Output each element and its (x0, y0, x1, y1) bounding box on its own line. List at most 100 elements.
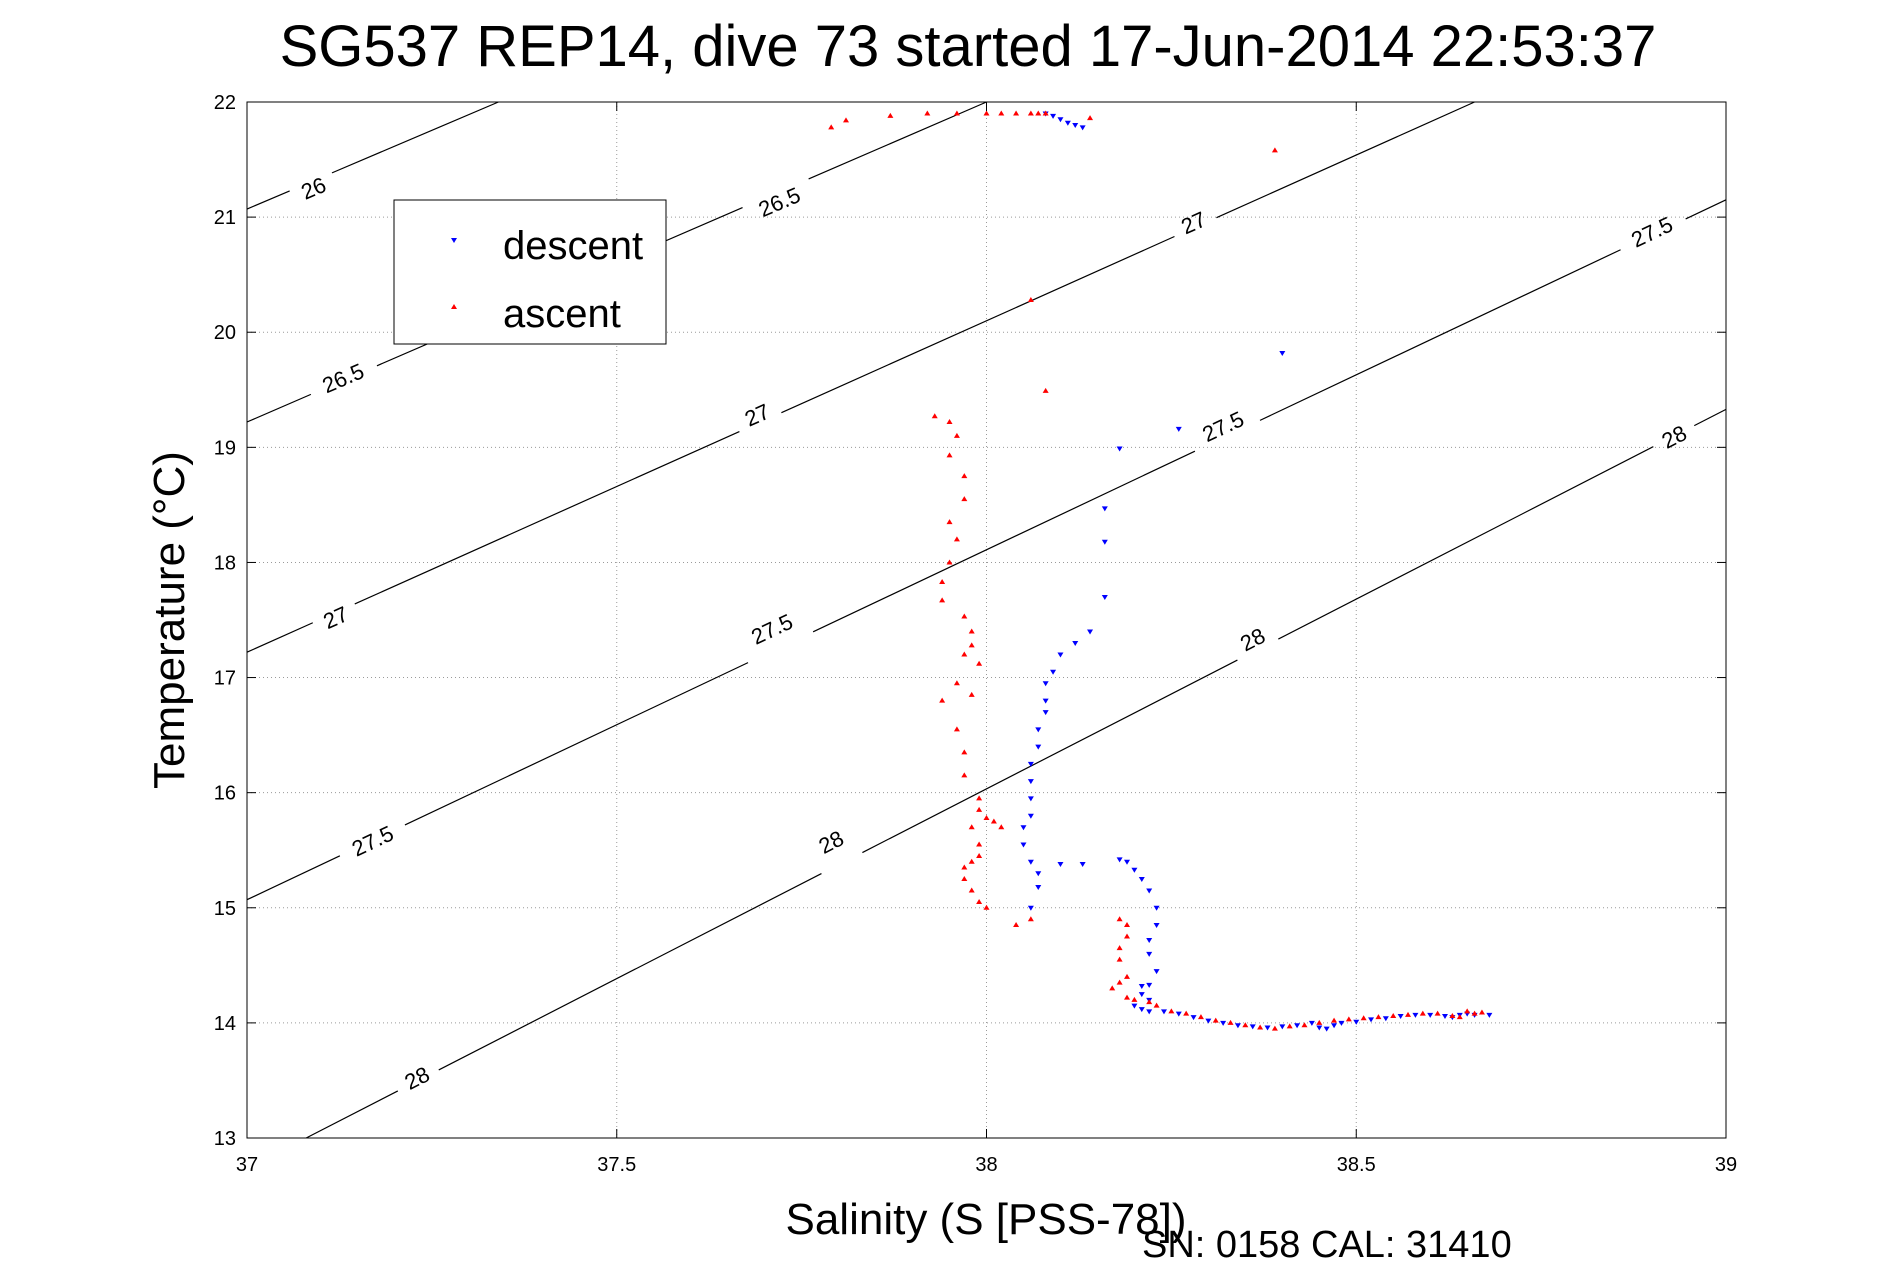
descent-point (1035, 871, 1042, 877)
ascent-point (1464, 1008, 1471, 1014)
descent-point (1486, 1012, 1493, 1018)
descent-point (1397, 1013, 1404, 1019)
ascent-point (1131, 996, 1138, 1002)
descent-point (1116, 446, 1123, 452)
ascent-point (1124, 933, 1131, 939)
ascent-point (968, 691, 975, 697)
ascent-point (961, 876, 968, 881)
descent-point (1279, 1024, 1286, 1030)
contour-26: 26 (246, 101, 499, 210)
descent-point (1382, 1016, 1389, 1022)
descent-point (1064, 120, 1071, 126)
ascent-point (961, 864, 968, 870)
ascent-point (1027, 110, 1034, 116)
ascent-point (1301, 1022, 1308, 1028)
descent-point (1316, 1025, 1323, 1031)
ascent-point (924, 110, 931, 116)
ascent-point (828, 124, 835, 130)
contour-segment (331, 101, 499, 174)
descent-point (1190, 1015, 1197, 1021)
contour-label: 27 (741, 399, 774, 432)
descent-point (1079, 125, 1086, 131)
chart-title: SG537 REP14, dive 73 started 17-Jun-2014… (280, 14, 1657, 79)
y-tick-label: 13 (214, 1128, 236, 1150)
legend-descent-label: descent (503, 224, 643, 268)
descent-point (1101, 506, 1108, 512)
ascent-point (1109, 985, 1116, 991)
contour-label: 28 (815, 825, 848, 858)
ascent-point (961, 473, 968, 479)
contour-label: 27.5 (1198, 406, 1247, 447)
ascent-point (1242, 1022, 1249, 1028)
ascent-point (1116, 916, 1123, 922)
descent-point (1131, 867, 1138, 873)
descent-point (1279, 350, 1286, 356)
ascent-point (1271, 1025, 1278, 1031)
descent-point (1020, 842, 1027, 848)
ascent-point (953, 680, 960, 686)
ascent-point (1116, 979, 1123, 985)
ascent-point (1042, 387, 1049, 393)
descent-point (1153, 905, 1160, 911)
ascent-point (961, 651, 968, 657)
ascent-point (990, 818, 997, 824)
descent-point (1368, 1017, 1375, 1023)
ascent-point (1449, 1012, 1456, 1018)
y-tick-label: 21 (214, 207, 236, 229)
descent-point (1035, 885, 1042, 891)
ascent-point (946, 559, 953, 565)
descent-point (1249, 1024, 1256, 1030)
ascent-point (1087, 115, 1094, 121)
descent-point (1072, 641, 1079, 647)
descent-point (1294, 1023, 1301, 1029)
ascent-point (1124, 973, 1131, 979)
ascent-point (983, 904, 990, 910)
ascent-point (1316, 1019, 1323, 1025)
ascent-point (1027, 296, 1034, 302)
contour-segment (246, 190, 290, 210)
legend-ascent-label: ascent (503, 292, 621, 336)
descent-point (1138, 1007, 1145, 1013)
descent-point (1146, 1009, 1153, 1015)
ascent-point (1035, 110, 1042, 116)
descent-point (1138, 877, 1145, 882)
contour-label: 28 (1658, 420, 1691, 453)
ascent-point (1345, 1016, 1352, 1022)
descent-point (1138, 984, 1145, 990)
ascent-point (983, 110, 990, 116)
x-tick-label: 37 (236, 1154, 258, 1176)
x-axis-label: Salinity (S [PSS-78]) (785, 1195, 1186, 1244)
y-tick-label: 15 (214, 898, 236, 920)
descent-point (1027, 813, 1034, 819)
descent-point (1027, 779, 1034, 785)
descent-point (1027, 761, 1034, 767)
ascent-point (1197, 1014, 1204, 1020)
ascent-point (953, 536, 960, 542)
y-tick-label: 22 (214, 92, 236, 114)
ascent-point (961, 496, 968, 502)
ascent-point (1146, 999, 1153, 1005)
contour-segment (246, 622, 314, 653)
ascent-point (961, 613, 968, 619)
ascent-point (1257, 1024, 1264, 1030)
ascent-point (1478, 1009, 1485, 1015)
ascent-point (968, 887, 975, 893)
ascent-point (1375, 1014, 1382, 1020)
contour-label: 26 (297, 172, 329, 205)
contour-segment (781, 235, 1175, 414)
contour-27: 27 27 27 (246, 101, 1475, 653)
ascent-point (976, 806, 983, 812)
contour-segment (246, 855, 341, 901)
contour-label: 28 (1236, 623, 1269, 656)
x-tick-label: 38.5 (1337, 1154, 1376, 1176)
ascent-point (1471, 1010, 1478, 1016)
ascent-point (968, 824, 975, 830)
contour-segment (354, 430, 740, 605)
x-tick-label: 37.5 (597, 1154, 636, 1176)
descent-point (1020, 825, 1027, 831)
y-tick-label: 19 (214, 437, 236, 459)
axis-ticks: 37 37.5 38 38.5 39 13 14 15 16 17 18 19 20 21 22 (214, 92, 1737, 1176)
y-tick-label: 20 (214, 322, 236, 344)
descent-point (1057, 117, 1064, 123)
